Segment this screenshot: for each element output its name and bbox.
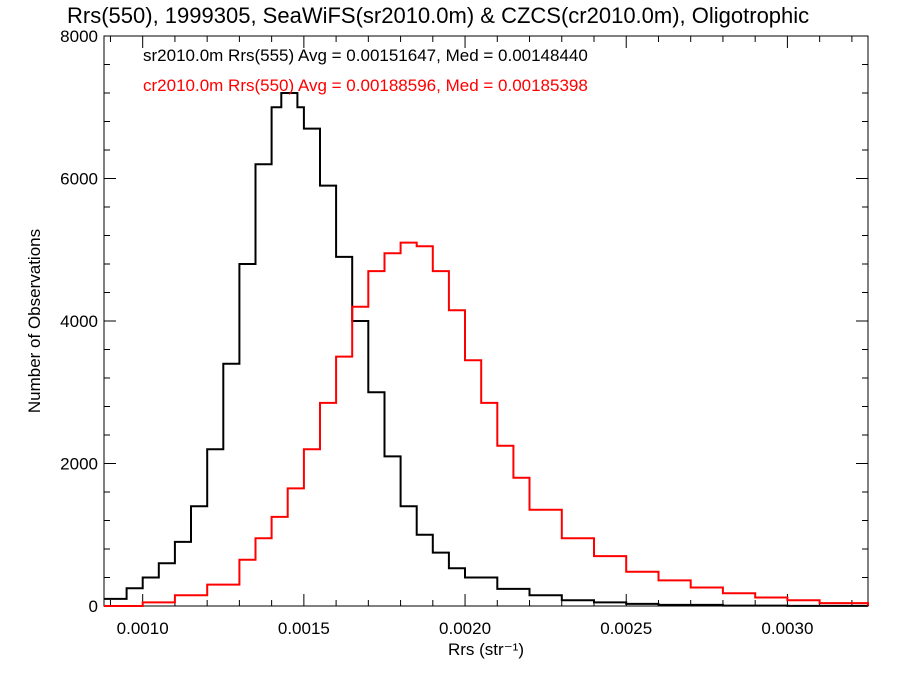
x-tick-label: 0.0030 (761, 619, 813, 638)
y-axis-label: Number of Observations (25, 229, 44, 413)
series-line-2 (104, 241, 869, 607)
x-axis-label: Rrs (str⁻¹) (448, 640, 524, 659)
legend-entry: cr2010.0m Rrs(550) Avg = 0.00188596, Med… (143, 76, 588, 95)
series-line-1 (104, 92, 869, 607)
x-tick-label: 0.0015 (278, 619, 330, 638)
x-tick-label: 0.0020 (439, 619, 491, 638)
y-tick-label: 6000 (60, 170, 98, 189)
chart-title: Rrs(550), 1999305, SeaWiFS(sr2010.0m) & … (67, 3, 810, 28)
legend: sr2010.0m Rrs(555) Avg = 0.00151647, Med… (143, 46, 588, 95)
y-tick-label: 4000 (60, 312, 98, 331)
y-tick-label: 2000 (60, 455, 98, 474)
x-axis: 0.0010 0.0015 0.0020 0.0025 0.0030 (109, 36, 853, 638)
y-tick-label: 0 (89, 597, 98, 616)
x-tick-label: 0.0010 (117, 619, 169, 638)
y-tick-label: 8000 (60, 27, 98, 46)
legend-entry: sr2010.0m Rrs(555) Avg = 0.00151647, Med… (143, 46, 588, 65)
y-axis: 0 2000 4000 6000 8000 (60, 27, 868, 616)
x-tick-label: 0.0025 (600, 619, 652, 638)
plot-frame (103, 35, 869, 607)
series-layer (104, 92, 869, 607)
